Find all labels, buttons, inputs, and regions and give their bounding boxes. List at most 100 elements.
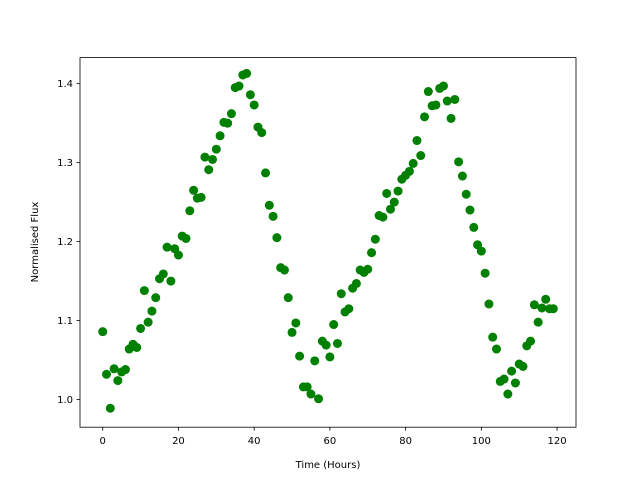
data-point — [272, 233, 282, 243]
data-point — [321, 340, 331, 350]
data-point — [491, 344, 501, 354]
data-point — [351, 278, 361, 288]
y-axis-ticks: 1.0 1.1 1.2 1.3 1.4 — [57, 79, 80, 406]
data-point — [173, 250, 183, 260]
data-point — [476, 246, 486, 256]
data-point — [503, 389, 513, 399]
data-point — [242, 68, 252, 78]
data-point — [382, 188, 392, 198]
data-point — [200, 152, 210, 162]
data-point — [367, 248, 377, 258]
data-point — [223, 118, 233, 128]
data-point — [499, 374, 509, 384]
data-point — [105, 403, 115, 413]
data-point — [314, 394, 324, 404]
data-point — [363, 264, 373, 274]
data-point — [526, 336, 536, 346]
data-point — [208, 154, 218, 164]
data-point — [264, 200, 274, 210]
x-tick-label: 20 — [172, 436, 185, 447]
data-point — [120, 365, 130, 375]
data-point — [533, 317, 543, 327]
x-tick-label: 0 — [100, 436, 106, 447]
data-point — [378, 212, 388, 222]
data-point — [113, 376, 123, 386]
plot-area-frame — [79, 57, 577, 428]
y-axis-label: Normalised Flux — [30, 202, 41, 283]
x-tick-label: 120 — [548, 436, 567, 447]
data-point — [484, 299, 494, 309]
data-point — [185, 206, 195, 216]
x-axis-ticks: 0 20 40 60 80 100 120 — [100, 427, 567, 447]
data-point — [132, 342, 142, 352]
data-point — [268, 211, 278, 221]
data-point — [151, 293, 161, 303]
data-point — [393, 186, 403, 196]
data-point — [469, 222, 479, 232]
data-point — [245, 90, 255, 100]
data-point — [438, 81, 448, 91]
data-point — [541, 294, 551, 304]
data-point — [416, 151, 426, 161]
data-point — [454, 157, 464, 167]
data-point — [181, 233, 191, 243]
data-point — [408, 158, 418, 168]
data-point — [537, 303, 547, 313]
x-axis-label: Time (Hours) — [295, 460, 361, 471]
data-point — [488, 332, 498, 342]
data-point — [310, 356, 320, 366]
data-point — [158, 269, 168, 279]
data-point — [389, 197, 399, 207]
data-point — [336, 289, 346, 299]
data-point — [442, 96, 452, 106]
x-tick-label: 40 — [248, 436, 261, 447]
data-point — [287, 327, 297, 337]
data-point — [189, 185, 199, 195]
data-point — [295, 351, 305, 361]
data-point — [306, 389, 316, 399]
data-point — [529, 300, 539, 310]
data-point — [461, 189, 471, 199]
x-tick-label: 80 — [399, 436, 412, 447]
data-point — [480, 268, 490, 278]
data-point — [548, 304, 558, 314]
data-point — [196, 192, 206, 202]
data-point — [457, 171, 467, 181]
data-point — [211, 144, 221, 154]
data-point — [136, 323, 146, 333]
data-point — [139, 286, 149, 296]
data-point — [102, 369, 111, 379]
data-point — [291, 318, 301, 328]
y-tick-label: 1.2 — [57, 237, 73, 248]
x-tick-label: 60 — [324, 436, 337, 447]
data-point — [249, 100, 259, 110]
data-point — [465, 205, 475, 215]
data-point — [302, 382, 312, 392]
y-tick-label: 1.4 — [57, 79, 73, 90]
y-tick-label: 1.1 — [57, 316, 73, 327]
data-point — [385, 204, 395, 214]
y-tick-label: 1.3 — [57, 158, 73, 169]
data-point — [166, 276, 176, 286]
data-point — [143, 317, 153, 327]
data-point — [450, 94, 460, 104]
data-point — [518, 361, 528, 371]
data-point — [423, 87, 433, 97]
data-point — [446, 113, 456, 123]
data-point — [109, 364, 119, 374]
y-tick-label: 1.0 — [57, 395, 73, 406]
data-point — [226, 109, 236, 119]
data-point — [370, 234, 380, 244]
data-point — [279, 265, 289, 275]
data-point — [507, 366, 517, 376]
data-point — [98, 327, 108, 337]
data-point — [431, 100, 441, 110]
data-point — [162, 242, 172, 252]
data-point — [329, 320, 339, 330]
data-point — [325, 352, 335, 362]
data-point — [215, 131, 225, 141]
data-point — [261, 168, 271, 178]
data-point — [234, 81, 244, 91]
